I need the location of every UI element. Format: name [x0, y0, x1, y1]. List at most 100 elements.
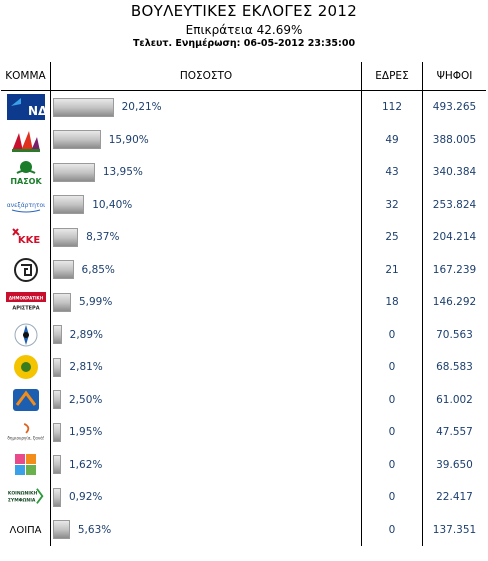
party-cell: δημιουργία, ξανά! [1, 416, 51, 449]
svg-text:ΣΥΜΦΩΝΙΑ: ΣΥΜΦΩΝΙΑ [7, 498, 35, 504]
votes-value: 39.650 [436, 458, 473, 471]
last-updated-text: Τελευτ. Ενημέρωση: 06-05-2012 23:35:00 [132, 38, 356, 49]
percent-bar [53, 130, 101, 150]
seats-value: 0 [361, 416, 423, 449]
party-cell [1, 448, 51, 481]
syriza-logo-icon [6, 127, 46, 153]
table-row: δημιουργία, ξανά! 1,95% 0 47.557 [1, 416, 486, 449]
table-row: 6,85% 21 167.239 [1, 253, 486, 286]
votes-value: 47.557 [436, 426, 473, 439]
party12-logo-icon [6, 452, 46, 478]
party-cell: ΚΟΙΝΩΝΙΚΗ ΣΥΜΦΩΝΙΑ [1, 481, 51, 514]
percent-value: 0,92% [69, 491, 103, 504]
table-header-row: ΚΟΜΜΑ ΠΟΣΟΣΤΟ ΕΔΡΕΣ ΨΗΦΟΙ [1, 62, 486, 91]
party-cell: ΚΚΕ [1, 221, 51, 254]
party-cell: ΔΗΜΟΚΡΑΤΙΚΗ ΑΡΙΣΤΕΡΑ [1, 286, 51, 319]
seats-value: 0 [361, 318, 423, 351]
seats-value: 112 [361, 90, 423, 124]
percent-cell: 6,85% [50, 253, 362, 286]
percent-value: 6,85% [81, 263, 115, 276]
percent-cell: 2,89% [50, 318, 362, 351]
svg-text:ΔΗΜΟΚΡΑΤΙΚΗ: ΔΗΜΟΚΡΑΤΙΚΗ [8, 296, 43, 301]
party-cell: ΠΑΣΟΚ [1, 156, 51, 189]
votes-value: 61.002 [436, 393, 473, 406]
seats-value: 25 [361, 221, 423, 254]
svg-text:ΠΑΣΟΚ: ΠΑΣΟΚ [10, 177, 42, 186]
da-logo-icon [6, 387, 46, 413]
percent-bar [53, 422, 61, 442]
others-label: ΛΟΙΠΑ [9, 524, 42, 536]
table-row: 15,90% 49 388.005 [1, 123, 486, 156]
table-row: ΔΗΜΟΚΡΑΤΙΚΗ ΑΡΙΣΤΕΡΑ 5,99% 18 146.292 [1, 286, 486, 319]
percent-cell: 20,21% [50, 90, 362, 124]
percent-value: 10,40% [92, 198, 133, 211]
party-cell [1, 253, 51, 286]
party-cell [1, 383, 51, 416]
percent-value: 2,50% [69, 393, 103, 406]
percent-value: 5,99% [78, 296, 113, 309]
party-cell [1, 318, 51, 351]
percent-cell: 10,40% [50, 188, 362, 221]
seats-value: 32 [361, 188, 423, 221]
votes-value: 167.239 [432, 263, 477, 276]
party-cell [1, 123, 51, 156]
seats-value: 0 [361, 481, 423, 514]
table-row: 1,62% 0 39.650 [1, 448, 486, 481]
votes-value: 68.583 [436, 361, 473, 374]
percent-bar [53, 487, 61, 507]
party-cell: ΛΟΙΠΑ [1, 513, 51, 546]
svg-text:ΚΟΙΝΩΝΙΚΗ: ΚΟΙΝΩΝΙΚΗ [7, 491, 37, 497]
votes-value: 340.384 [432, 166, 477, 179]
seats-value: 18 [361, 286, 423, 319]
votes-value: 137.351 [432, 523, 477, 536]
percent-cell: 0,92% [50, 481, 362, 514]
svg-text:δημιουργία, ξανά!: δημιουργία, ξανά! [7, 436, 45, 441]
percent-value: 2,81% [69, 361, 103, 374]
results-header: ΒΟΥΛΕΥΤΙΚΕΣ ΕΚΛΟΓΕΣ 2012 Επικράτεια 42.6… [0, 2, 488, 49]
svg-text:ΑΡΙΣΤΕΡΑ: ΑΡΙΣΤΕΡΑ [12, 306, 39, 312]
percent-bar [53, 325, 62, 345]
table-row: 2,89% 0 70.563 [1, 318, 486, 351]
percent-cell: 2,81% [50, 351, 362, 384]
percent-cell: 5,63% [50, 513, 362, 546]
percent-cell: 2,50% [50, 383, 362, 416]
pasok-logo-icon: ΠΑΣΟΚ [6, 159, 46, 186]
greens-logo-icon [6, 354, 46, 380]
party-column-header: ΚΟΜΜΑ [1, 62, 51, 91]
seats-value: 43 [361, 156, 423, 189]
percent-value: 8,37% [86, 231, 120, 244]
page-title: ΒΟΥΛΕΥΤΙΚΕΣ ΕΚΛΟΓΕΣ 2012 [130, 2, 358, 20]
nd-logo-icon: ΝΔ [6, 94, 46, 121]
svg-text:ΝΔ: ΝΔ [28, 104, 45, 118]
svg-text:ανεξάρτητοι: ανεξάρτητοι [6, 202, 44, 209]
votes-value: 388.005 [432, 133, 477, 146]
percent-value: 20,21% [121, 101, 162, 114]
percent-cell: 15,90% [50, 123, 362, 156]
table-row: ΛΟΙΠΑ 5,63% 0 137.351 [1, 513, 486, 546]
xa-logo-icon [6, 257, 46, 283]
percent-cell: 13,95% [50, 156, 362, 189]
results-table: ΚΟΜΜΑ ΠΟΣΟΣΤΟ ΕΔΡΕΣ ΨΗΦΟΙ ΝΔ 20,21% 112 493… [1, 62, 486, 546]
percent-bar [53, 162, 95, 182]
votes-value: 70.563 [436, 328, 473, 341]
percent-bar [53, 292, 71, 312]
table-row: ΚΟΙΝΩΝΙΚΗ ΣΥΜΦΩΝΙΑ 0,92% 0 22.417 [1, 481, 486, 514]
votes-value: 146.292 [432, 296, 477, 309]
table-row: ΠΑΣΟΚ 13,95% 43 340.384 [1, 156, 486, 189]
seats-value: 0 [361, 448, 423, 481]
seats-value: 0 [361, 351, 423, 384]
seats-value: 21 [361, 253, 423, 286]
votes-value: 493.265 [432, 101, 477, 114]
percent-value: 2,89% [69, 328, 104, 341]
percent-bar [53, 357, 62, 377]
table-row: ΝΔ 20,21% 112 493.265 [1, 90, 486, 124]
anel-logo-icon: ανεξάρτητοι [6, 192, 46, 218]
percent-value: 15,90% [108, 133, 149, 146]
kke-logo-icon: ΚΚΕ [6, 224, 46, 250]
svg-text:ΚΚΕ: ΚΚΕ [17, 235, 39, 246]
percent-bar [53, 520, 70, 540]
votes-value: 22.417 [436, 491, 473, 504]
percent-column-header: ΠΟΣΟΣΤΟ [50, 62, 362, 91]
seats-value: 0 [361, 383, 423, 416]
table-row: 2,81% 0 68.583 [1, 351, 486, 384]
